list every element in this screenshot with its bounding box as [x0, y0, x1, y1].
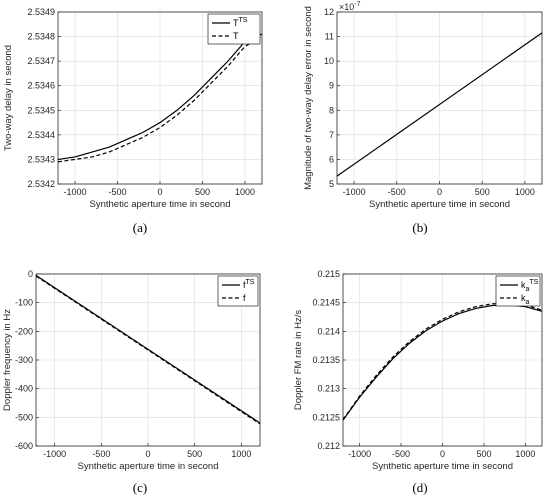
- legend-entry-subscript: a: [526, 299, 530, 306]
- y-tick-label: -300: [15, 355, 33, 365]
- chart-a: -1000 -500 0 500 1000 2.5342 2.5343 2.5344 2.534…: [3, 7, 263, 235]
- y-tick-label: 10: [324, 56, 334, 66]
- y-tick-label: 0.214: [317, 326, 340, 336]
- legend-entry-name: k: [521, 293, 526, 303]
- y-tick-label: -600: [15, 441, 33, 451]
- x-tick-label: -500: [388, 187, 406, 197]
- subfigure-caption: (a): [133, 220, 147, 235]
- y-tick-label: 0: [28, 269, 33, 279]
- legend-entry: ka: [521, 293, 530, 306]
- y-tick-label: 2.5348: [27, 32, 55, 42]
- y-tick-label: 8: [329, 105, 334, 115]
- x-tick-label: 1000: [515, 449, 535, 459]
- series-line-1: [36, 275, 260, 425]
- x-tick-label: -500: [392, 449, 410, 459]
- y-tick-label: 2.5342: [27, 179, 55, 189]
- x-tick-label: 0: [437, 187, 442, 197]
- x-tick-label: -1000: [348, 449, 371, 459]
- legend-box: [207, 13, 261, 45]
- x-tick-label: 1000: [515, 187, 535, 197]
- y-tick-label: -500: [15, 412, 33, 422]
- y-multiplier-exponent: -7: [354, 1, 360, 8]
- series-line-0: [58, 33, 262, 161]
- y-tick-label: 0.213: [317, 384, 340, 394]
- legend-entry-superscript: TS: [529, 279, 538, 286]
- x-axis-label: Synthetic aperture time in second: [78, 461, 219, 472]
- chart-c: -1000 -500 0 500 1000-600-500-400-300-200-10…: [2, 269, 261, 495]
- y-tick-label: 5: [329, 179, 334, 189]
- y-tick-label: 0.2125: [312, 412, 340, 422]
- y-tick-label: 0.2145: [312, 298, 340, 308]
- y-tick-label: 12: [324, 7, 334, 17]
- legend-entry: fTS: [243, 279, 255, 290]
- y-multiplier: ×10-7: [339, 1, 361, 12]
- x-tick-label: 500: [475, 187, 490, 197]
- legend-entry: f: [243, 293, 246, 303]
- chart-b: -1000 -500 0 500 1000 5 6 7 8 9 10 11 12 Synthetic ap…: [303, 1, 543, 235]
- series-line-0: [36, 274, 260, 424]
- legend-entry: TTS: [233, 17, 248, 28]
- legend-entry-superscript: TS: [246, 279, 255, 286]
- y-tick-label: 9: [329, 81, 334, 91]
- y-tick-label: -100: [15, 298, 33, 308]
- legend-entry-subscript: a: [526, 286, 530, 293]
- x-tick-label: 0: [157, 187, 162, 197]
- legend-entry-superscript: TS: [239, 17, 248, 24]
- series-line-0: [337, 32, 542, 177]
- y-tick-label: -400: [15, 384, 33, 394]
- y-tick-label: 2.5345: [27, 105, 55, 115]
- y-tick-label: 0.212: [317, 441, 340, 451]
- y-tick-label: 11: [325, 32, 334, 42]
- y-tick-label: 6: [329, 154, 334, 164]
- legend-entry-name: k: [521, 280, 526, 290]
- legend-entry: T: [233, 31, 239, 41]
- x-axis-label: Synthetic aperture time in second: [369, 199, 510, 210]
- x-tick-label: -1000: [43, 449, 66, 459]
- y-tick-label: 0.2135: [312, 355, 340, 365]
- x-tick-label: 500: [195, 187, 210, 197]
- x-tick-label: 1000: [235, 187, 255, 197]
- subfigure-caption: (c): [133, 480, 147, 495]
- y-tick-label: 2.5344: [27, 130, 55, 140]
- series-line-1: [58, 36, 262, 163]
- x-tick-label: 1000: [231, 449, 251, 459]
- x-tick-label: -1000: [63, 187, 86, 197]
- x-tick-label: 500: [187, 449, 202, 459]
- x-tick-label: -1000: [343, 187, 366, 197]
- y-tick-label: 2.5346: [27, 81, 55, 91]
- legend-entry-name: T: [233, 31, 239, 41]
- y-axis-label: Doppler frequency in Hz: [2, 309, 13, 411]
- subfigure-caption: (b): [412, 220, 427, 235]
- y-axis-label: Doppler FM rate in Hz/s: [293, 310, 304, 411]
- subfigure-caption: (d): [412, 480, 427, 495]
- legend-box: [495, 275, 541, 307]
- y-axis-label: Two-way delay in second: [3, 45, 14, 151]
- legend-entry-name: f: [243, 280, 246, 290]
- x-tick-label: -500: [92, 449, 110, 459]
- legend-entry-name: f: [243, 293, 246, 303]
- x-tick-label: -500: [108, 187, 126, 197]
- y-tick-label: 2.5343: [27, 154, 55, 164]
- x-axis-label: Synthetic aperture time in second: [372, 461, 513, 472]
- chart-d: -1000 -500 0 500 1000 0.212 0.2125 0.213 0.2135 0…: [293, 269, 543, 495]
- x-tick-label: 500: [476, 449, 491, 459]
- x-tick-label: 0: [145, 449, 150, 459]
- y-tick-label: 0.215: [317, 269, 340, 279]
- legend-box: [217, 275, 259, 307]
- legend-entry-name: T: [233, 18, 239, 28]
- legend-entry: kaTS: [521, 279, 539, 293]
- x-axis-label: Synthetic aperture time in second: [90, 199, 231, 210]
- y-axis-label: Magnitude of two-way delay error in seco…: [303, 6, 314, 190]
- y-tick-label: 2.5347: [27, 56, 55, 66]
- y-tick-label: 7: [329, 130, 334, 140]
- y-tick-label: 2.5349: [27, 7, 55, 17]
- x-tick-label: 0: [440, 449, 445, 459]
- y-tick-label: -200: [15, 326, 33, 336]
